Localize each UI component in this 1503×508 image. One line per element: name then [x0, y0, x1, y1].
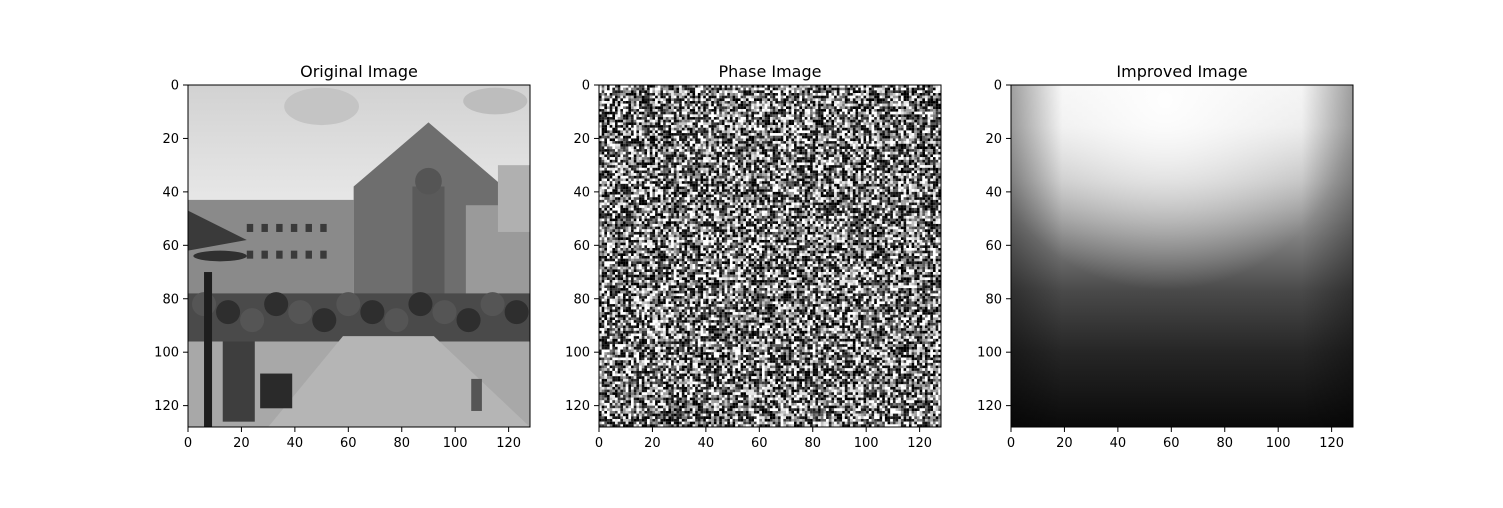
rose-window [415, 167, 442, 195]
window [261, 250, 268, 259]
left-building [188, 199, 354, 297]
plant [312, 308, 337, 333]
x-tick-label: 80 [804, 436, 821, 451]
window [305, 223, 312, 232]
cloud [463, 87, 528, 115]
y-tick-label: 120 [154, 399, 179, 414]
cloud [284, 87, 359, 126]
plant [432, 300, 457, 325]
subplot-1: Original Image 0 20 40 60 80 100 120 0 20 40 60 80 10… [154, 62, 531, 451]
sign-board [222, 341, 255, 422]
y-tick-label: 100 [565, 346, 590, 361]
plant [288, 300, 313, 325]
x-tick-label: 40 [287, 436, 304, 451]
y-tick-label: 120 [565, 399, 590, 414]
y-tick-label: 60 [162, 239, 179, 254]
x-tick-label: 80 [1216, 436, 1233, 451]
plant [384, 308, 409, 333]
subplot-title: Phase Image [719, 62, 822, 81]
plant [504, 300, 529, 325]
window [246, 223, 254, 232]
x-tick-label: 60 [1163, 436, 1180, 451]
y-tick-label: 100 [977, 346, 1002, 361]
plant [336, 292, 361, 317]
heater-top [193, 250, 247, 262]
y-tick-label: 80 [573, 292, 590, 307]
plant [264, 292, 289, 317]
path [268, 336, 530, 427]
lamp-post [204, 272, 213, 427]
x-tick-label: 20 [233, 436, 250, 451]
plant [216, 300, 241, 325]
x-tick-label: 120 [496, 436, 521, 451]
window [320, 250, 327, 259]
y-tick-label: 80 [985, 292, 1002, 307]
y-tick-label: 20 [573, 132, 590, 147]
window [320, 223, 327, 232]
plant [360, 300, 385, 325]
y-tick-label: 40 [573, 185, 590, 200]
x-tick-label: 60 [751, 436, 768, 451]
y-tick-label: 0 [171, 79, 179, 94]
plant [456, 308, 481, 333]
image-3 [1011, 85, 1353, 427]
y-tick-label: 0 [994, 79, 1002, 94]
y-tick-label: 100 [154, 346, 179, 361]
y-tick-label: 120 [977, 399, 1002, 414]
plant [240, 308, 265, 333]
axes-frame [598, 84, 942, 428]
y-tick-label: 20 [162, 132, 179, 147]
window [276, 250, 283, 259]
window [246, 250, 254, 259]
image-1 [188, 85, 530, 427]
y-tick-label: 40 [162, 185, 179, 200]
improved-edges [1011, 85, 1353, 427]
awning [188, 210, 247, 251]
window [276, 223, 283, 232]
x-tick-label: 100 [443, 436, 468, 451]
y-tick-label: 0 [582, 79, 590, 94]
y-tick-label: 80 [162, 292, 179, 307]
x-tick-label: 80 [393, 436, 410, 451]
x-tick-label: 120 [907, 436, 932, 451]
window [290, 223, 298, 232]
plant [480, 292, 505, 317]
window [261, 223, 268, 232]
window [305, 250, 312, 259]
x-tick-label: 0 [595, 436, 603, 451]
x-tick-label: 20 [1056, 436, 1073, 451]
axes-frame [187, 84, 531, 428]
x-tick-label: 20 [644, 436, 661, 451]
y-tick-label: 20 [985, 132, 1002, 147]
subplot-2: Phase Image 0 20 40 60 80 100 120 0 20 40 60 80 100 12… [565, 62, 942, 451]
x-tick-label: 120 [1319, 436, 1344, 451]
crate [260, 373, 293, 409]
plant [408, 292, 433, 317]
x-tick-label: 40 [698, 436, 715, 451]
x-tick-label: 0 [1007, 436, 1015, 451]
subplot-title: Improved Image [1116, 62, 1247, 81]
y-tick-label: 60 [985, 239, 1002, 254]
bollard [471, 378, 482, 411]
right-house-upper [497, 165, 530, 232]
x-tick-label: 60 [340, 436, 357, 451]
image-2 [599, 85, 942, 428]
axes-frame [1010, 84, 1354, 428]
x-tick-label: 100 [1266, 436, 1291, 451]
x-tick-label: 0 [184, 436, 192, 451]
window [290, 250, 298, 259]
x-tick-label: 100 [854, 436, 879, 451]
subplot-3: Improved Image 0 20 40 60 80 100 120 0 20 40 60 80 10… [977, 62, 1354, 451]
x-tick-label: 40 [1110, 436, 1127, 451]
y-tick-label: 60 [573, 239, 590, 254]
y-tick-label: 40 [985, 185, 1002, 200]
subplot-title: Original Image [300, 62, 418, 81]
